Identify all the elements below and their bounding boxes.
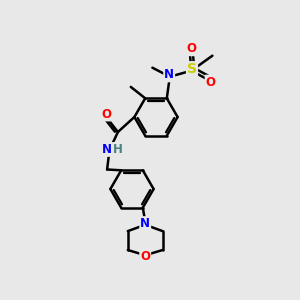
Text: O: O (186, 42, 196, 55)
Text: N: N (164, 68, 174, 81)
Text: O: O (206, 76, 216, 88)
Text: H: H (113, 143, 123, 156)
Text: O: O (101, 107, 111, 121)
Text: N: N (140, 217, 150, 230)
Text: O: O (140, 250, 150, 263)
Text: N: N (101, 143, 112, 156)
Text: S: S (187, 62, 197, 76)
